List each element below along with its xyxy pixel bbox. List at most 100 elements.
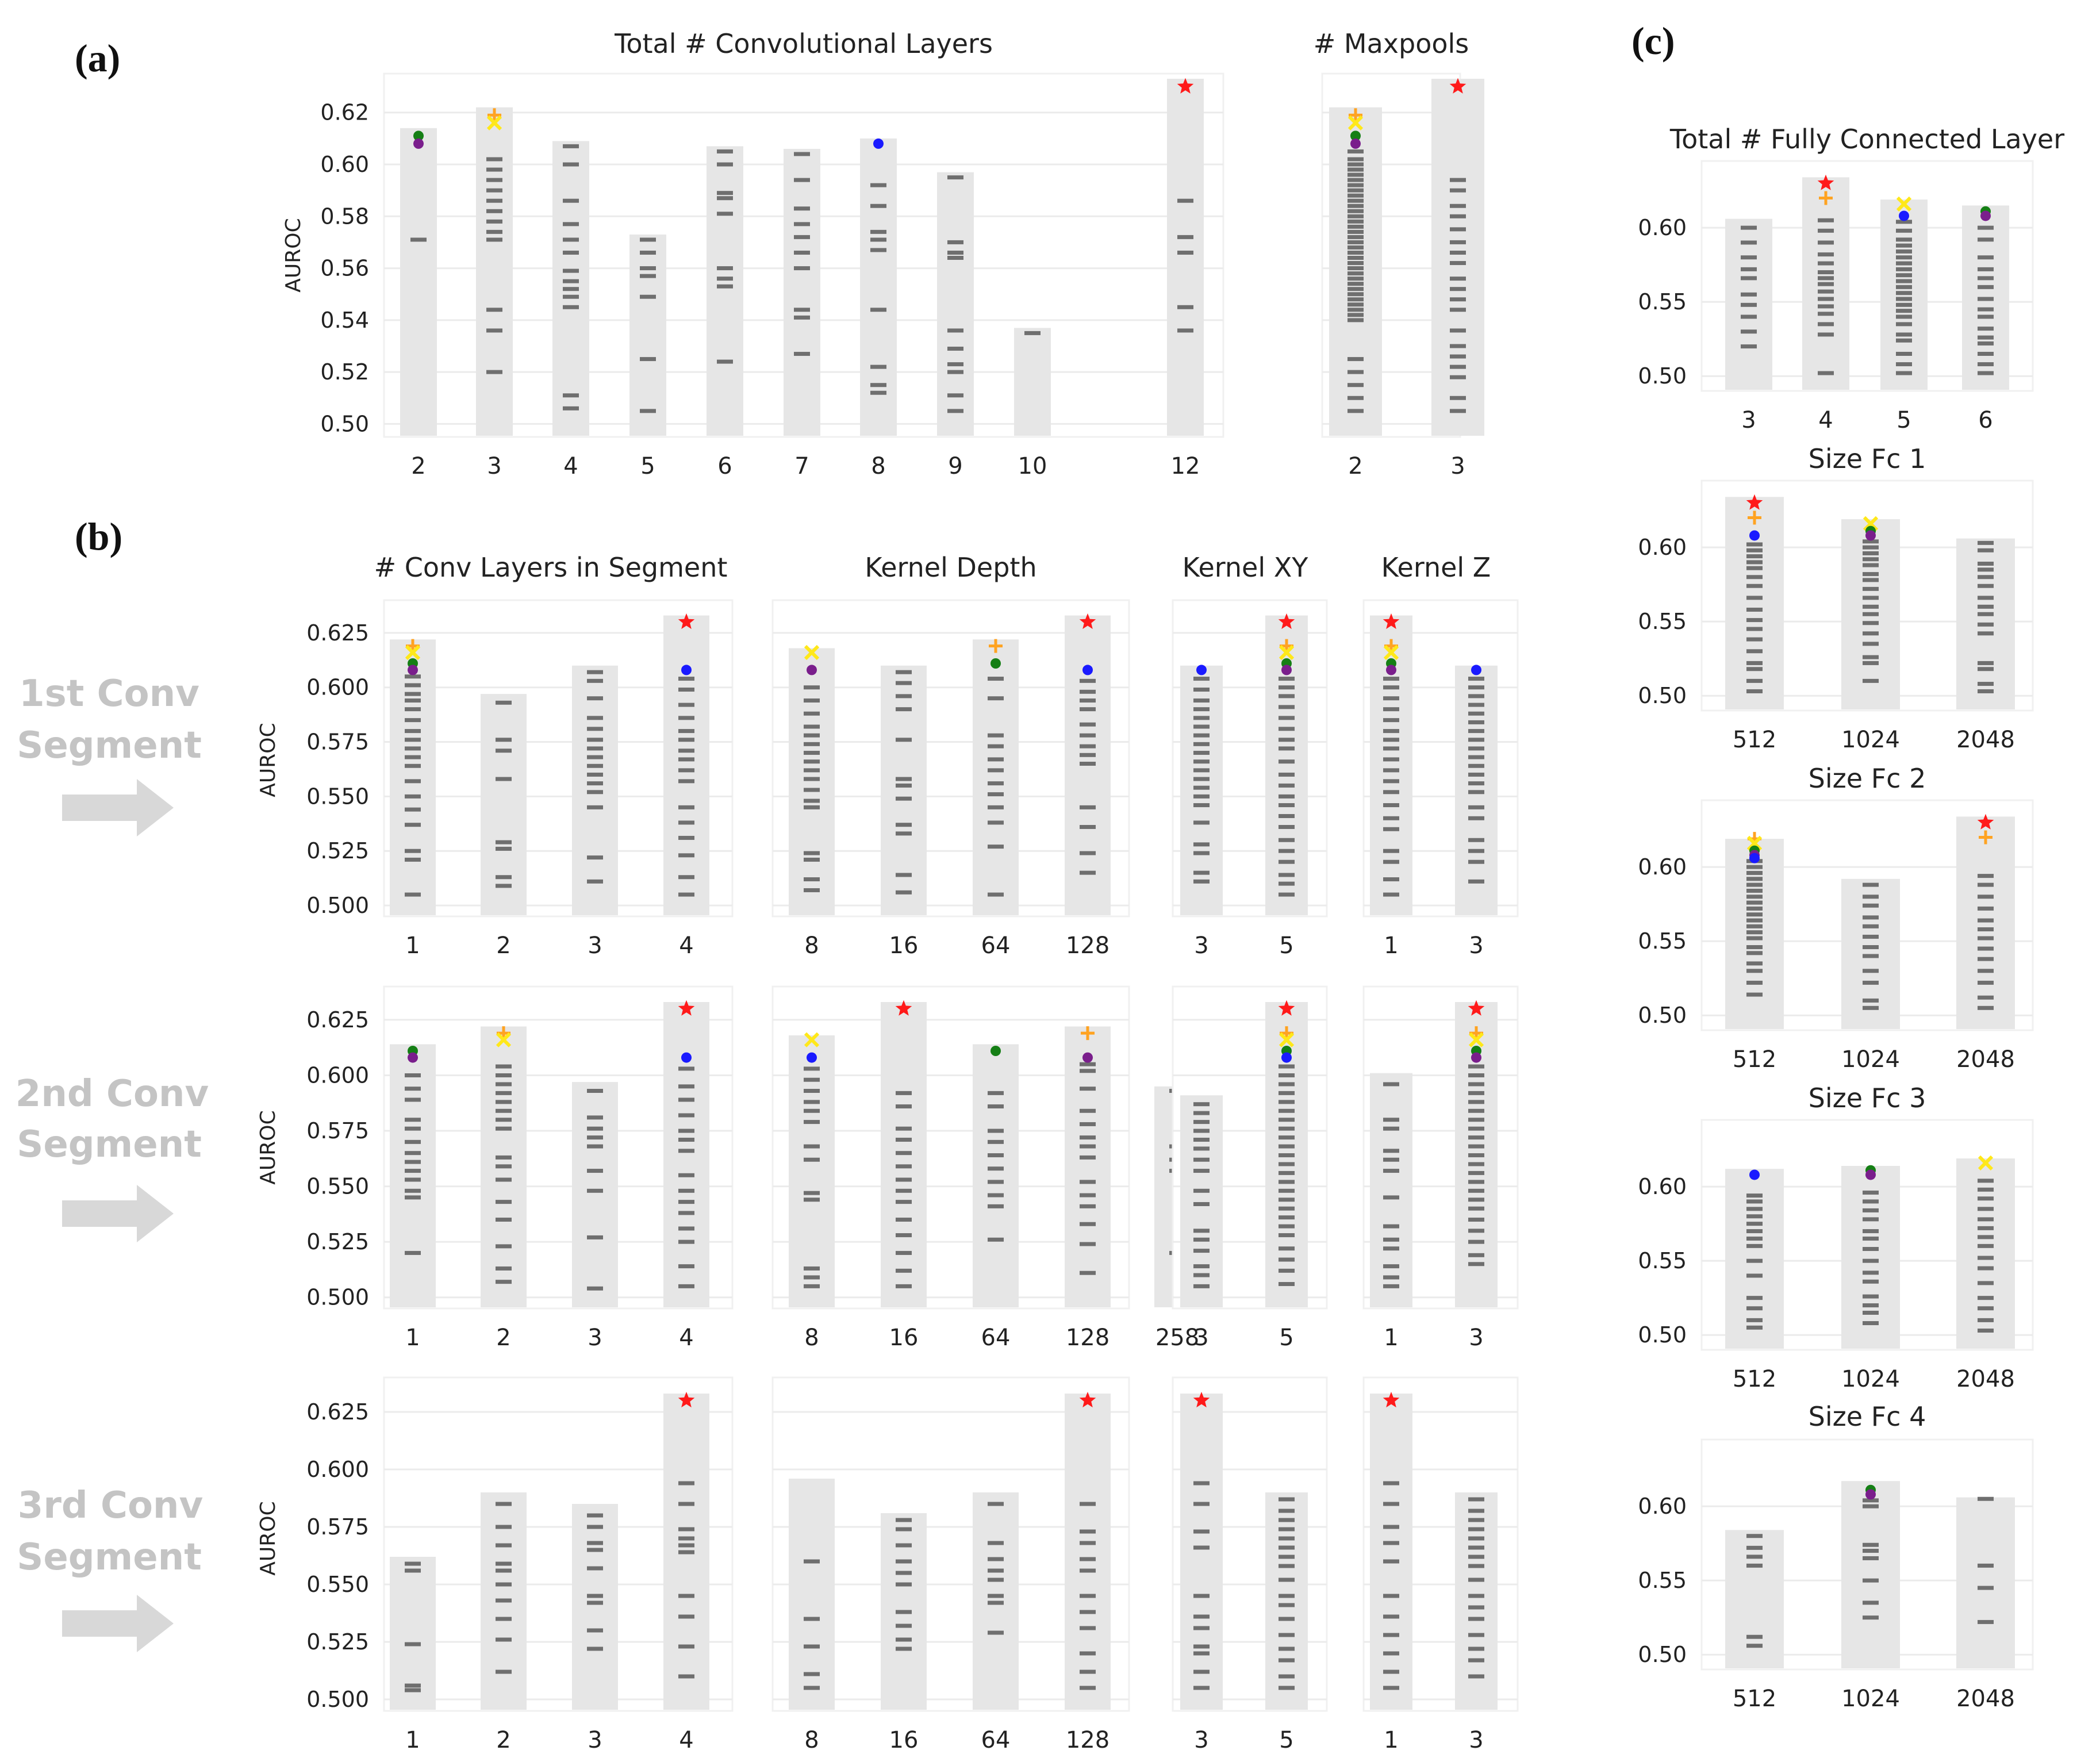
column-band bbox=[1065, 1394, 1111, 1710]
result-tick bbox=[1978, 661, 1994, 665]
result-tick bbox=[1896, 249, 1912, 254]
column-band bbox=[1431, 79, 1484, 436]
result-tick bbox=[1818, 261, 1834, 266]
result-tick bbox=[587, 755, 603, 759]
result-tick bbox=[896, 1623, 912, 1628]
result-tick bbox=[678, 875, 694, 880]
x-tick-label: 5 bbox=[640, 453, 655, 479]
cross-icon bbox=[1978, 1155, 1994, 1170]
x-tick-label: 4 bbox=[1818, 407, 1833, 433]
result-tick bbox=[1896, 261, 1912, 266]
column-band bbox=[1841, 1481, 1900, 1668]
result-tick bbox=[587, 1548, 603, 1552]
result-tick bbox=[1468, 1091, 1484, 1095]
chart-b1-layers: 0.500 0.525 0.550 0.575 0.600 0.625 # Conv Lay… bbox=[256, 552, 734, 959]
plus-icon bbox=[989, 639, 1003, 653]
result-tick bbox=[896, 1233, 912, 1238]
result-tick bbox=[1746, 560, 1763, 565]
panel-label-c: (c) bbox=[1631, 19, 1675, 63]
result-tick bbox=[1741, 240, 1757, 245]
result-tick bbox=[1818, 332, 1834, 337]
result-tick bbox=[1279, 1144, 1295, 1149]
dot-icon bbox=[1281, 665, 1292, 675]
result-tick bbox=[1896, 273, 1912, 278]
result-tick bbox=[486, 157, 502, 162]
x-tick-label: 512 bbox=[1733, 1046, 1776, 1073]
result-tick bbox=[1347, 383, 1364, 387]
result-tick bbox=[1080, 744, 1096, 749]
x-tick-label: 2 bbox=[496, 932, 510, 959]
result-tick bbox=[1383, 877, 1399, 882]
result-tick bbox=[587, 1513, 603, 1518]
result-tick bbox=[405, 1568, 421, 1573]
result-tick bbox=[1279, 1603, 1295, 1607]
result-tick bbox=[587, 879, 603, 884]
result-tick bbox=[1193, 1686, 1210, 1690]
result-tick bbox=[486, 308, 502, 312]
y-tick-label: 0.550 bbox=[306, 1572, 369, 1597]
result-tick bbox=[486, 209, 502, 213]
result-tick bbox=[804, 1077, 820, 1082]
result-tick bbox=[405, 755, 421, 759]
cross-icon bbox=[496, 1032, 512, 1047]
result-tick bbox=[1279, 1497, 1295, 1502]
result-tick bbox=[678, 738, 694, 742]
result-tick bbox=[1746, 1229, 1763, 1234]
y-tick-label: 0.60 bbox=[1638, 1494, 1687, 1519]
result-tick bbox=[1978, 1619, 1994, 1624]
result-tick bbox=[1193, 1502, 1210, 1506]
chart-b2-depth: 8 16 64 128 258 bbox=[771, 985, 1200, 1351]
result-tick bbox=[678, 1527, 694, 1532]
cross-icon bbox=[1896, 196, 1912, 212]
result-tick bbox=[496, 1200, 512, 1204]
result-tick bbox=[405, 1250, 421, 1255]
result-tick bbox=[1746, 900, 1763, 905]
result-tick bbox=[1468, 1594, 1484, 1598]
result-tick bbox=[1468, 1162, 1484, 1166]
result-tick bbox=[678, 1536, 694, 1541]
result-tick bbox=[1746, 637, 1763, 642]
result-tick bbox=[794, 152, 810, 156]
result-tick bbox=[1080, 1686, 1096, 1690]
result-tick bbox=[794, 266, 810, 271]
result-tick bbox=[1279, 783, 1295, 788]
result-tick bbox=[1468, 1188, 1484, 1193]
result-tick bbox=[1450, 250, 1466, 255]
result-tick bbox=[1978, 548, 1994, 552]
result-tick bbox=[1896, 309, 1912, 313]
plus-icon bbox=[1748, 511, 1761, 525]
star-icon bbox=[1468, 1000, 1485, 1016]
result-tick bbox=[1863, 661, 1879, 665]
result-tick bbox=[496, 749, 512, 753]
result-tick bbox=[678, 1594, 694, 1598]
result-tick bbox=[1978, 969, 1994, 973]
result-tick bbox=[1468, 1198, 1484, 1202]
result-tick bbox=[1279, 1594, 1295, 1598]
column-band bbox=[400, 128, 437, 436]
result-tick bbox=[1978, 584, 1994, 588]
result-tick bbox=[496, 1064, 512, 1069]
result-tick bbox=[1896, 237, 1912, 242]
result-tick bbox=[804, 851, 820, 855]
result-tick bbox=[405, 794, 421, 799]
result-tick bbox=[1279, 1126, 1295, 1131]
plus-icon bbox=[487, 108, 501, 122]
result-tick bbox=[988, 1153, 1004, 1158]
y-tick-label: 0.500 bbox=[306, 893, 369, 918]
result-tick bbox=[1746, 951, 1763, 955]
result-tick bbox=[1896, 267, 1912, 271]
result-tick bbox=[1863, 1310, 1879, 1315]
result-tick bbox=[896, 1091, 912, 1095]
result-tick bbox=[1741, 344, 1757, 349]
x-tick-label: 4 bbox=[679, 1727, 693, 1753]
result-tick bbox=[1383, 1284, 1399, 1288]
column-band bbox=[1841, 1166, 1900, 1349]
result-tick bbox=[1383, 718, 1399, 723]
dot-icon bbox=[1899, 210, 1909, 221]
result-tick bbox=[896, 1582, 912, 1587]
result-tick bbox=[1080, 733, 1096, 738]
result-tick bbox=[1347, 318, 1364, 323]
result-tick bbox=[1978, 1296, 1994, 1300]
y-tick-label: 0.52 bbox=[320, 359, 369, 385]
result-tick bbox=[1978, 906, 1994, 911]
